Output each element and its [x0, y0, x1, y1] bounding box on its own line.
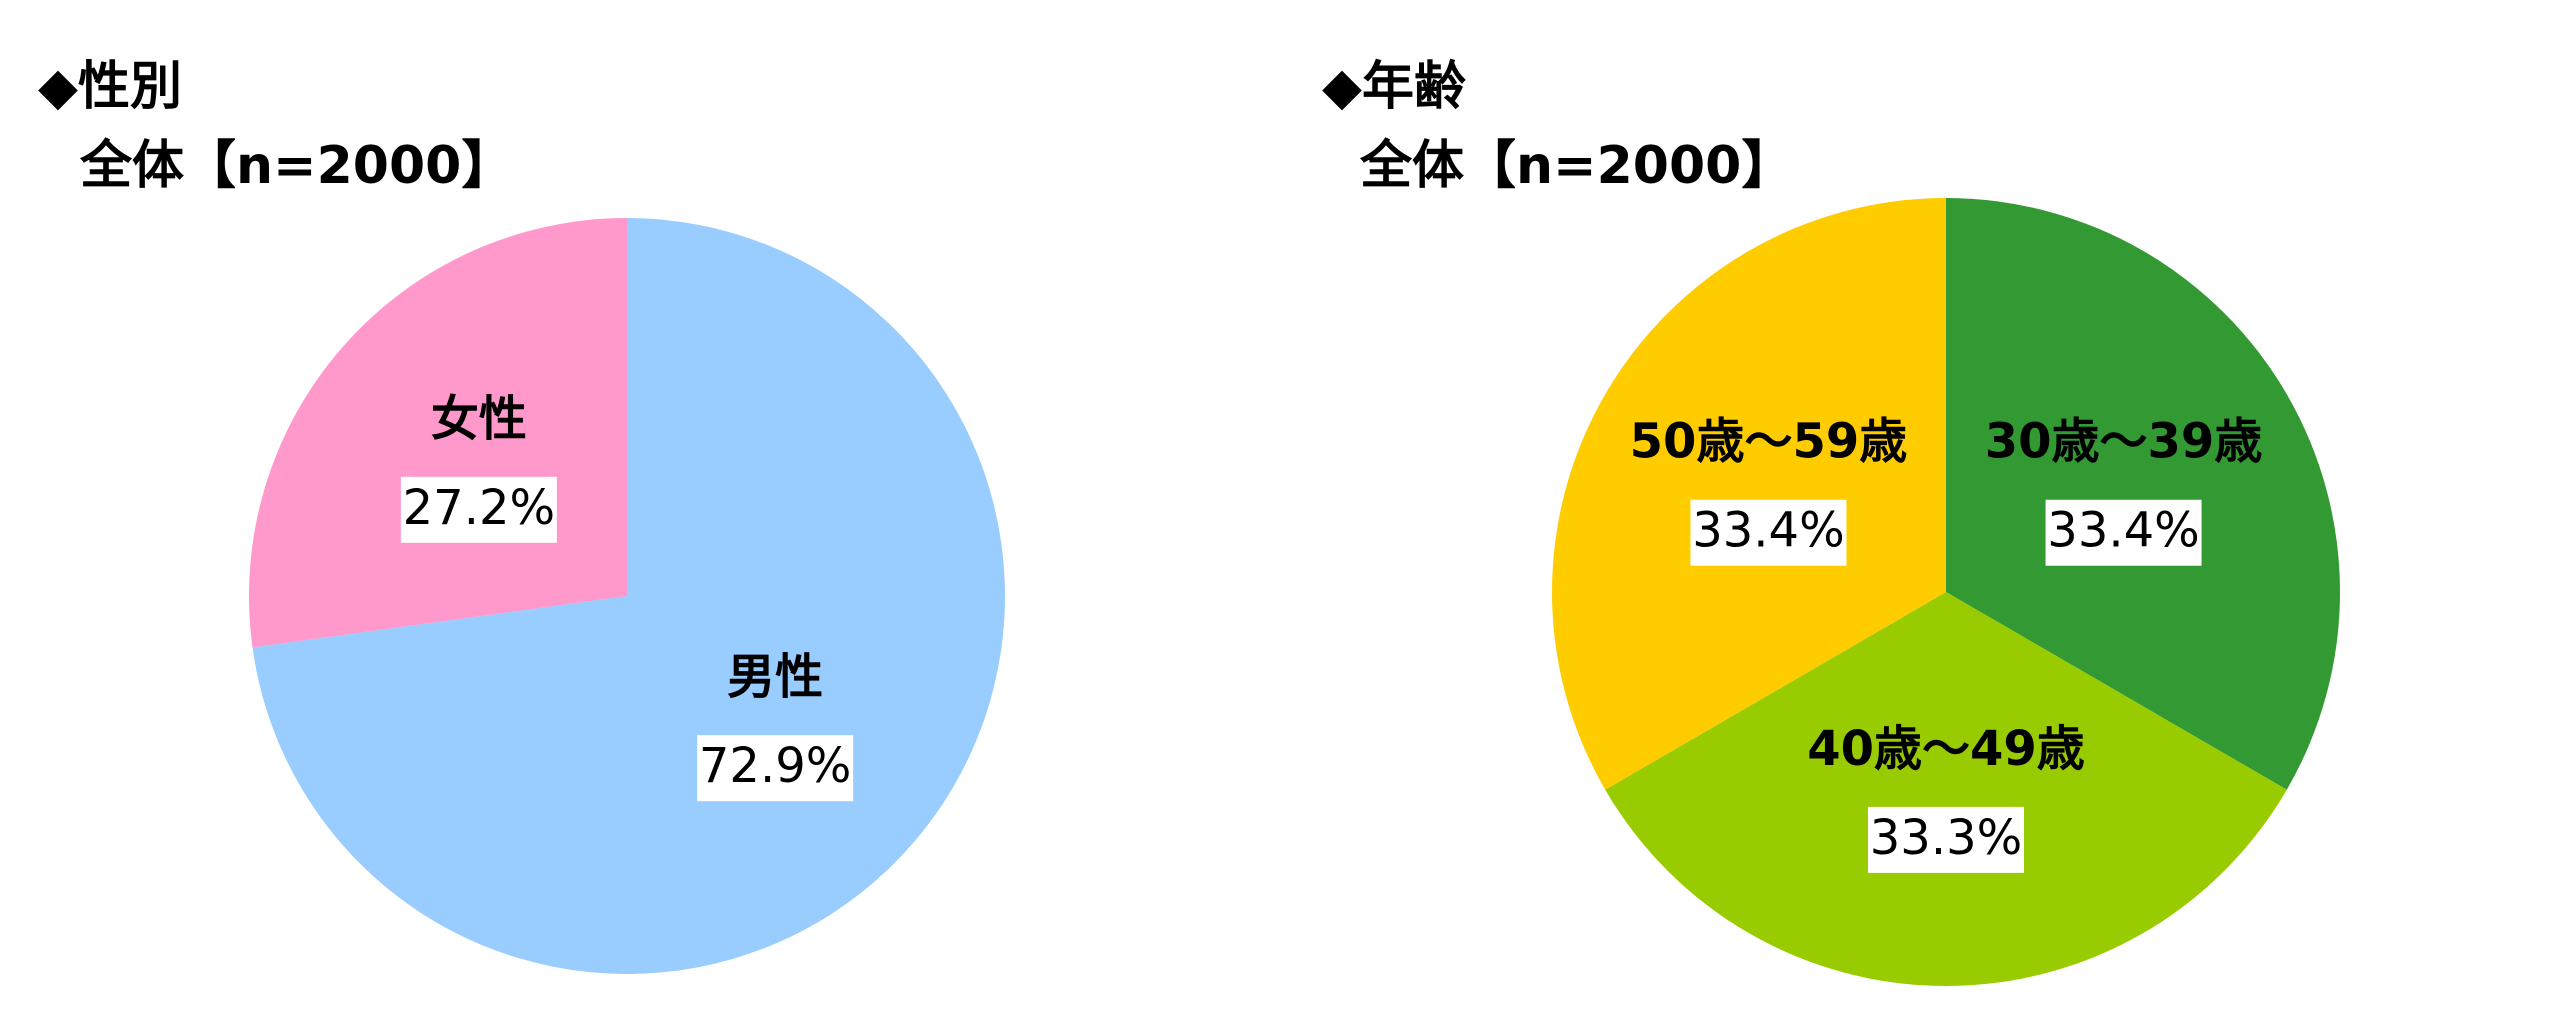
slice-label: 女性: [431, 391, 527, 447]
value-label-bg: [2045, 499, 2202, 566]
value-label-bg: [400, 476, 557, 543]
value-label: 27.2%: [403, 480, 555, 536]
pie-slice: [1605, 592, 2287, 986]
value-label-bg: [1690, 499, 1847, 566]
value-label-bg: [697, 735, 854, 802]
slice-label: 男性: [727, 649, 823, 705]
slice-label: 50歳～59歳: [1630, 414, 1908, 470]
value-label: 33.3%: [1870, 810, 2022, 866]
pie-slice: [1946, 198, 2340, 790]
value-label-bg: [1868, 806, 2024, 873]
chart-title: ◆性別: [38, 57, 182, 117]
pie-slice: [1552, 198, 1946, 790]
chart-title: ◆年齢: [1322, 57, 1466, 117]
chart-subtitle: 全体【n=2000】: [79, 136, 513, 196]
chart-subtitle: 全体【n=2000】: [1359, 136, 1793, 196]
slice-label: 40歳～49歳: [1807, 721, 2085, 777]
slice-label: 30歳～39歳: [1985, 414, 2263, 470]
value-label: 33.4%: [2047, 503, 2199, 559]
value-label: 72.9%: [699, 738, 851, 794]
value-label: 33.4%: [1692, 503, 1844, 559]
